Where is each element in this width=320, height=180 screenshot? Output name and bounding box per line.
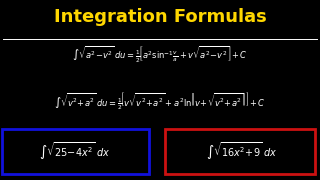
Text: $\int \sqrt{a^2\!-\!v^2}\,du = \frac{1}{2}\!\left[a^2 \sin^{-1}\!\frac{v}{a} + v: $\int \sqrt{a^2\!-\!v^2}\,du = \frac{1}{… [72, 44, 248, 65]
Text: Integration Formulas: Integration Formulas [54, 8, 266, 26]
Text: $\int \sqrt{16x^2\!+\!9}\; dx$: $\int \sqrt{16x^2\!+\!9}\; dx$ [206, 140, 277, 162]
Text: $\int \sqrt{v^2\!+\!a^2}\,du = \frac{1}{2}\!\left[v\sqrt{v^2\!+\!a^2} + a^2 \ln\: $\int \sqrt{v^2\!+\!a^2}\,du = \frac{1}{… [54, 90, 266, 112]
FancyBboxPatch shape [165, 129, 315, 174]
FancyBboxPatch shape [2, 129, 149, 174]
Text: $\int \sqrt{25\!-\!4x^2}\; dx$: $\int \sqrt{25\!-\!4x^2}\; dx$ [39, 140, 111, 162]
